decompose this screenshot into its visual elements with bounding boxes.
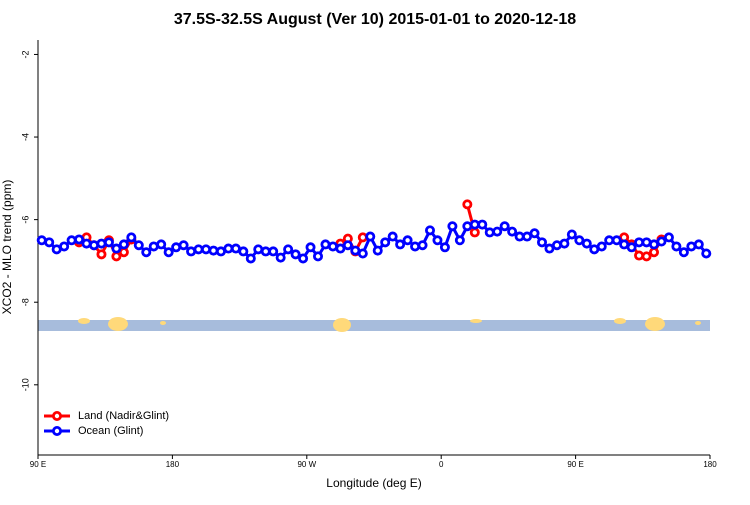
point bbox=[81, 238, 92, 249]
point bbox=[96, 238, 107, 249]
point bbox=[395, 239, 406, 250]
point bbox=[551, 240, 562, 251]
point bbox=[59, 241, 70, 252]
point bbox=[268, 246, 279, 257]
point bbox=[74, 234, 85, 245]
point bbox=[566, 229, 577, 240]
point bbox=[477, 219, 488, 230]
point bbox=[200, 244, 211, 255]
point bbox=[44, 237, 55, 248]
point bbox=[410, 241, 421, 252]
y-axis-label: XCO2 - MLO trend (ppm) bbox=[0, 180, 14, 315]
point bbox=[537, 237, 548, 248]
point bbox=[559, 238, 570, 249]
legend-label: Land (Nadir&Glint) bbox=[78, 410, 169, 422]
point bbox=[118, 247, 129, 258]
chart-title: 37.5S-32.5S August (Ver 10) 2015-01-01 t… bbox=[174, 11, 576, 28]
point bbox=[275, 252, 286, 263]
point bbox=[290, 249, 301, 260]
y-tick-label: -4 bbox=[20, 133, 30, 141]
point bbox=[103, 237, 114, 248]
point bbox=[492, 226, 503, 237]
point bbox=[462, 199, 473, 210]
map-strip bbox=[38, 317, 710, 332]
point bbox=[507, 226, 518, 237]
point bbox=[484, 227, 495, 238]
point bbox=[402, 235, 413, 246]
point bbox=[305, 242, 316, 253]
point bbox=[611, 235, 622, 246]
point bbox=[365, 231, 376, 242]
point bbox=[596, 241, 607, 252]
point bbox=[126, 232, 137, 243]
y-tick-label: -6 bbox=[20, 216, 30, 224]
point bbox=[178, 240, 189, 251]
point bbox=[656, 236, 667, 247]
point bbox=[469, 227, 480, 238]
x-tick-label: 90 E bbox=[30, 460, 46, 469]
point bbox=[649, 247, 660, 258]
point bbox=[380, 237, 391, 248]
legend-marker bbox=[52, 410, 63, 421]
point bbox=[581, 238, 592, 249]
point bbox=[283, 244, 294, 255]
x-tick-label: 180 bbox=[166, 460, 180, 469]
point bbox=[156, 239, 167, 250]
point bbox=[66, 235, 77, 246]
x-axis-label: Longitude (deg E) bbox=[326, 476, 421, 490]
point bbox=[417, 240, 428, 251]
point bbox=[671, 241, 682, 252]
point bbox=[163, 247, 174, 258]
point bbox=[574, 235, 585, 246]
series bbox=[36, 219, 712, 264]
point bbox=[641, 251, 652, 262]
point bbox=[89, 240, 100, 251]
point bbox=[432, 235, 443, 246]
x-tick-label: 180 bbox=[703, 460, 717, 469]
point bbox=[529, 228, 540, 239]
point bbox=[298, 253, 309, 264]
point bbox=[245, 253, 256, 264]
point bbox=[522, 231, 533, 242]
x-tick-label: 90 E bbox=[567, 460, 583, 469]
x-tick-label: 90 W bbox=[297, 460, 316, 469]
point bbox=[544, 243, 555, 254]
x-tick-label: 0 bbox=[439, 460, 444, 469]
point bbox=[96, 249, 107, 260]
point bbox=[447, 221, 458, 232]
point bbox=[424, 225, 435, 236]
point bbox=[238, 246, 249, 257]
point bbox=[312, 251, 323, 262]
point bbox=[111, 243, 122, 254]
point bbox=[693, 239, 704, 250]
point bbox=[133, 240, 144, 251]
point bbox=[701, 248, 712, 259]
point bbox=[208, 245, 219, 256]
point bbox=[357, 232, 368, 243]
point bbox=[439, 242, 450, 253]
point bbox=[141, 247, 152, 258]
point bbox=[462, 221, 473, 232]
legend-marker bbox=[52, 425, 63, 436]
point bbox=[357, 248, 368, 259]
point bbox=[663, 232, 674, 243]
point bbox=[111, 251, 122, 262]
point bbox=[454, 235, 465, 246]
point bbox=[372, 245, 383, 256]
point bbox=[499, 221, 510, 232]
point bbox=[387, 231, 398, 242]
point bbox=[678, 247, 689, 258]
legend-label: Ocean (Glint) bbox=[78, 425, 143, 437]
y-tick-label: -10 bbox=[20, 378, 30, 391]
y-tick-label: -2 bbox=[20, 50, 30, 58]
point bbox=[335, 243, 346, 254]
point bbox=[118, 239, 129, 250]
point bbox=[634, 250, 645, 261]
point bbox=[342, 240, 353, 251]
point bbox=[626, 242, 637, 253]
y-tick-label: -8 bbox=[20, 298, 30, 306]
